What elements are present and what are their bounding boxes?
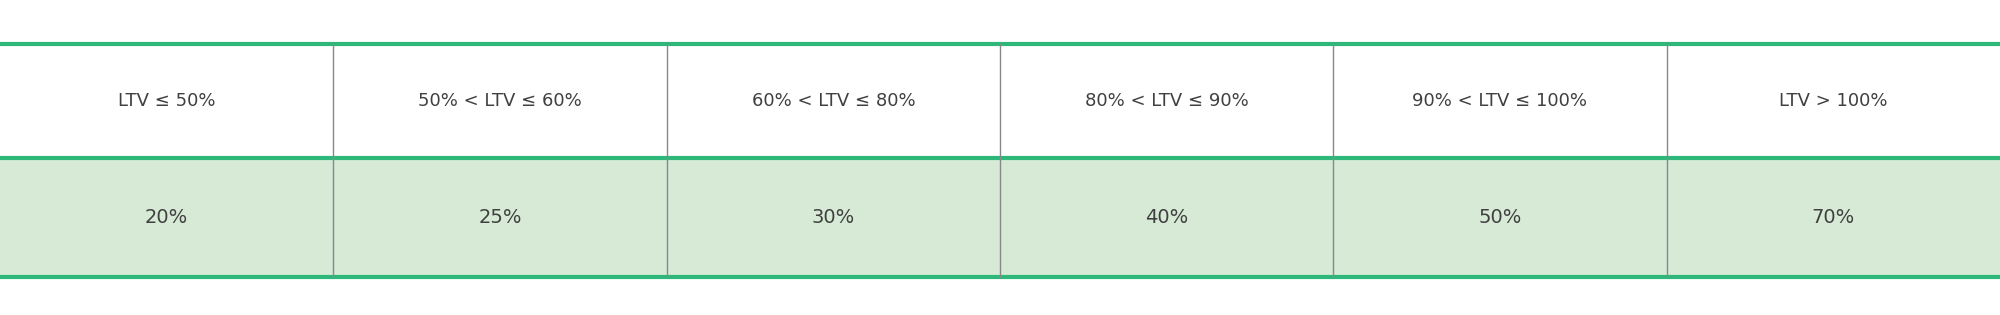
- Text: 20%: 20%: [146, 208, 188, 227]
- Text: 80% < LTV ≤ 90%: 80% < LTV ≤ 90%: [1084, 92, 1248, 110]
- Text: 30%: 30%: [812, 208, 854, 227]
- Text: 70%: 70%: [1812, 208, 1854, 227]
- Text: 25%: 25%: [478, 208, 522, 227]
- Text: 90% < LTV ≤ 100%: 90% < LTV ≤ 100%: [1412, 92, 1588, 110]
- Text: 60% < LTV ≤ 80%: 60% < LTV ≤ 80%: [752, 92, 916, 110]
- Text: LTV > 100%: LTV > 100%: [1780, 92, 1888, 110]
- Text: 50%: 50%: [1478, 208, 1522, 227]
- Text: 40%: 40%: [1146, 208, 1188, 227]
- Text: 50% < LTV ≤ 60%: 50% < LTV ≤ 60%: [418, 92, 582, 110]
- Bar: [0, 158, 2000, 277]
- Text: LTV ≤ 50%: LTV ≤ 50%: [118, 92, 216, 110]
